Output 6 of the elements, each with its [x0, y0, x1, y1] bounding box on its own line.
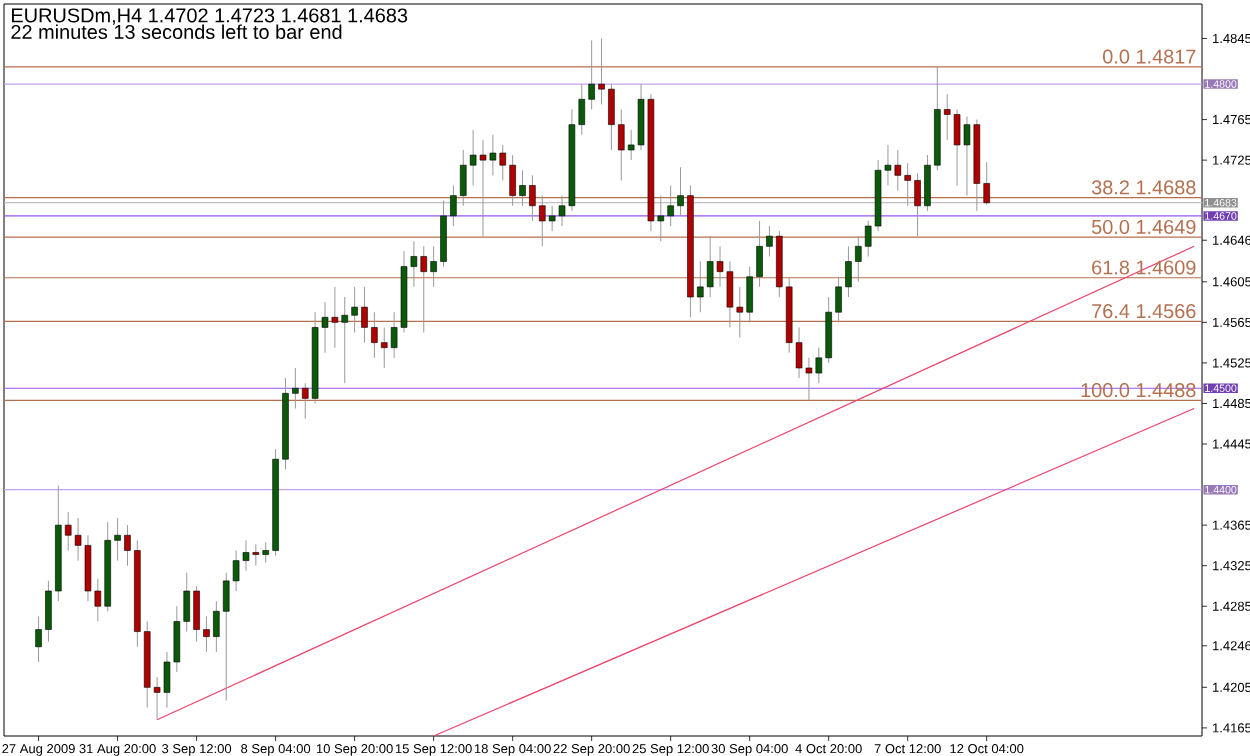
annotation: 76.4 1.4566 — [1092, 304, 1196, 319]
chart-title: EURUSDm,H4 1.4702 1.4723 1.4681 1.4683 — [12, 8, 408, 25]
text: 22 minutes 13 seconds left to bar end — [11, 24, 342, 40]
annotation: 50.0 1.4649 — [1091, 219, 1196, 234]
annotation: 0.0 1.4817 — [1103, 49, 1196, 64]
annotation: 38.2 1.4688 — [1091, 180, 1196, 195]
